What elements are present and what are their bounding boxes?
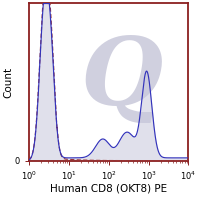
Text: Q: Q xyxy=(80,34,163,124)
Y-axis label: Count: Count xyxy=(3,67,13,98)
X-axis label: Human CD8 (OKT8) PE: Human CD8 (OKT8) PE xyxy=(50,184,167,193)
